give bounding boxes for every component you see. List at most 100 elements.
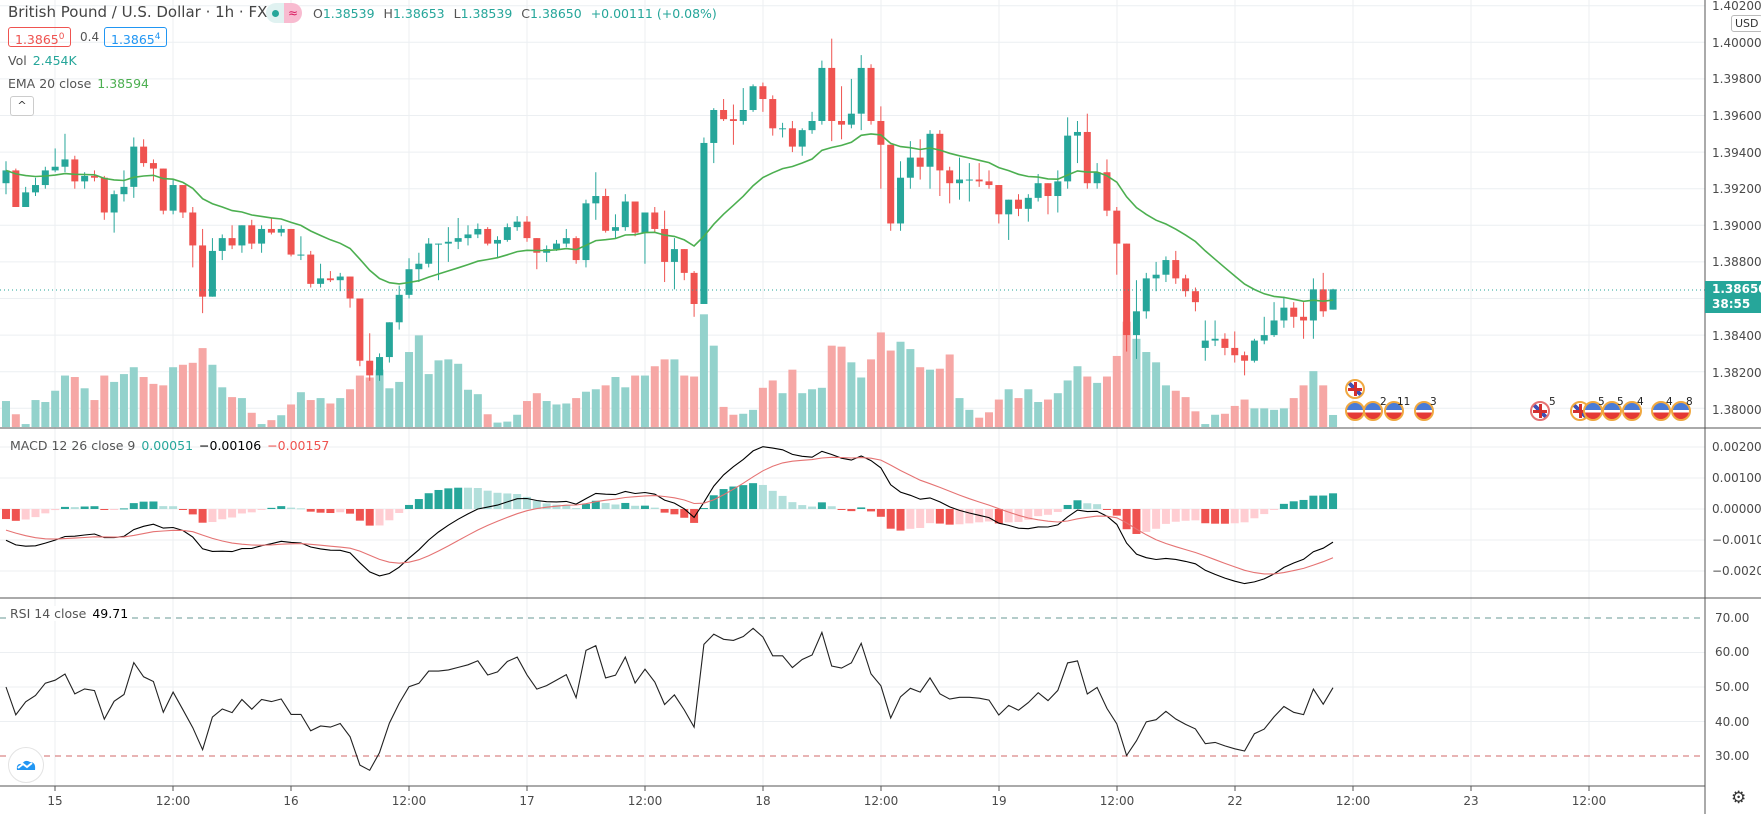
rsi-axis[interactable]: 70.00 60.00 50.00 40.00 30.00 [1715,611,1749,763]
buy-button[interactable]: 1.38654 [104,27,168,47]
volume-bar [1004,389,1013,427]
rsi-legend[interactable]: RSI 14 close 49.71 [10,606,129,621]
volume-bar [267,420,276,427]
candle-body [208,250,216,297]
macd-histogram-bar [110,509,119,510]
volume-bar [857,377,866,427]
volume-bar [1132,338,1141,427]
macd-histogram-bar [188,509,197,515]
price-axis[interactable]: 1.40200 1.40000 1.39800 1.39600 1.39400 … [1712,0,1761,417]
candle-body [1162,260,1170,275]
symbol-title[interactable]: British Pound / U.S. Dollar · 1h · FXCM [8,3,290,21]
candle-body [838,120,846,125]
ema-legend[interactable]: EMA 20 close 1.38594 [8,76,149,91]
volume-bar [41,402,50,427]
currency-button[interactable]: USD [1731,15,1761,32]
rsi-tick: 30.00 [1715,749,1749,763]
volume-legend[interactable]: Vol 2.454K [8,53,77,68]
time-tick: 12:00 [156,794,191,808]
candle-body [1014,199,1022,209]
us-flag-icon[interactable] [1671,401,1691,421]
volume-bar [464,389,473,427]
macd-histogram-bar [680,509,689,518]
candle-body [71,159,79,182]
macd-histogram-bar [660,509,669,513]
us-flag-icon[interactable] [1345,401,1365,421]
macd-histogram-bar [287,507,296,509]
volume-bar [1250,408,1259,427]
us-flag-icon[interactable] [1651,401,1671,421]
us-flag-icon[interactable] [1602,401,1622,421]
volume-bar [542,401,551,427]
candle-body [248,225,256,244]
candle-body [877,120,885,145]
macd-histogram-bar [90,506,99,509]
macd-histogram-bar [51,509,60,511]
status-badges[interactable]: ≈ [266,3,302,23]
candle-body [710,110,718,143]
macd-histogram-bar [1289,501,1298,509]
volume-bar [169,367,178,427]
price-tick: 1.38800 [1712,255,1761,269]
candle-body [1005,199,1013,215]
us-flag-icon[interactable] [1622,401,1642,421]
uk-flag-icon[interactable] [1530,401,1550,421]
macd-histogram-bar [1122,509,1131,530]
event-count: 4 [1666,396,1673,408]
volume-bar [188,362,197,427]
macd-histogram-bar [513,494,522,509]
candle-body [395,294,403,323]
candle-body [287,228,295,255]
time-axis[interactable]: 15 12:00 16 12:00 17 12:00 18 12:00 19 12:00 22 12:… [47,786,1606,808]
volume-bar [247,412,256,427]
volume-bar [70,377,79,427]
candle-body [956,179,964,184]
candle-body [366,360,374,376]
volume-bar [1161,385,1170,427]
volume-bar [1043,399,1052,427]
volume-bar [296,392,305,427]
macd-histogram-bar [601,503,610,509]
volume-bar [178,364,187,427]
price-tick: 1.38400 [1712,329,1761,343]
macd-histogram-bar [346,509,355,514]
volume-bar [139,377,148,427]
volume-bar [758,387,767,427]
volume-bar [935,368,944,427]
macd-histogram-bar [985,509,993,522]
us-flag-icon[interactable] [1414,401,1434,421]
candle-body [454,238,462,242]
candle-body [1191,291,1199,303]
macd-axis[interactable]: 0.00200 0.00100 0.00000 −0.00100 −0.0020… [1712,440,1761,578]
event-count: 3 [1430,396,1437,408]
spread-value: 0.4 [80,30,100,44]
macd-histogram-bar [237,509,246,514]
candle-body [1093,172,1101,184]
macd-histogram-bar [1102,509,1111,510]
macd-histogram-bar [778,495,787,509]
volume-bar [444,359,453,427]
us-flag-icon[interactable] [1363,401,1383,421]
uk-flag-icon[interactable] [1345,379,1365,399]
volume-bar [1053,393,1062,427]
macd-histogram-bar [621,502,630,509]
grid [0,0,1705,786]
macd-histogram-bar [817,502,826,509]
volume-bar [611,377,620,427]
settings-gear-icon[interactable]: ⚙ [1731,788,1747,808]
macd-tick: 0.00100 [1712,471,1761,485]
macd-histogram-bar [414,499,423,509]
tradingview-logo[interactable] [8,747,44,783]
macd-histogram-bar [405,504,414,509]
candle-body [513,221,521,228]
macd-legend[interactable]: MACD 12 26 close 9 0.00051 −0.00106 −0.0015… [10,438,329,453]
us-flag-icon[interactable] [1384,401,1404,421]
macd-histogram-bar [1034,509,1043,517]
candle-body [179,185,187,213]
macd-histogram-bar [1191,509,1200,521]
collapse-legend-button[interactable]: ^ [10,96,34,116]
candle-body [1024,197,1032,209]
sell-button[interactable]: 1.38650 [8,27,72,47]
macd-histogram-bar [886,509,895,529]
